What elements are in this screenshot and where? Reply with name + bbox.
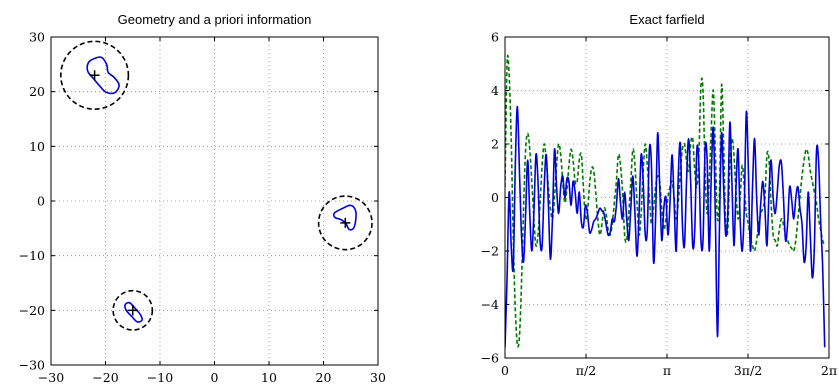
center-marker-2 xyxy=(340,217,351,228)
farfield-ytick-label: 4 xyxy=(491,83,499,98)
obstacle-curve-2 xyxy=(332,204,357,231)
geometry-xtick-label: −10 xyxy=(147,370,173,385)
farfield-ytick-label: −2 xyxy=(481,244,499,259)
farfield-series-1 xyxy=(505,105,826,348)
geometry-plot-area xyxy=(60,40,373,331)
geometry-panel: Geometry and a priori information −30 −20… xyxy=(19,12,386,385)
farfield-xtick-label: 3π/2 xyxy=(734,363,762,378)
geometry-xtick-label: 10 xyxy=(261,370,277,385)
geometry-ytick-label: −10 xyxy=(19,248,45,263)
geometry-xtick-label: −30 xyxy=(38,370,64,385)
geometry-ytick-label: −30 xyxy=(19,358,45,373)
farfield-xtick-label: π/2 xyxy=(576,363,596,378)
farfield-ticks: 0 π/2 π 3π/2 2π −6 −4 −2 0 2 4 6 xyxy=(481,30,838,379)
geometry-xtick-label: 30 xyxy=(370,370,386,385)
farfield-ytick-label: −6 xyxy=(481,351,499,366)
farfield-ytick-label: 2 xyxy=(491,137,499,152)
obstacle-curve-1 xyxy=(86,56,120,95)
farfield-xtick-label: π xyxy=(663,363,671,378)
prior-circle-2 xyxy=(317,195,373,251)
geometry-title: Geometry and a priori information xyxy=(118,12,312,27)
farfield-series-2 xyxy=(505,54,826,348)
geometry-ytick-label: 0 xyxy=(37,194,45,209)
farfield-title: Exact farfield xyxy=(629,12,704,27)
geometry-ytick-label: 10 xyxy=(29,139,45,154)
geometry-xtick-label: 20 xyxy=(316,370,332,385)
center-marker-3 xyxy=(127,305,138,316)
geometry-ytick-label: 30 xyxy=(29,30,45,45)
farfield-ytick-label: −4 xyxy=(481,297,499,312)
prior-circle-1 xyxy=(60,40,130,110)
farfield-plot-area xyxy=(505,54,826,348)
geometry-ytick-label: 20 xyxy=(29,84,45,99)
obstacle-curve-3 xyxy=(124,301,143,323)
geometry-grid xyxy=(51,37,378,365)
prior-circle-3 xyxy=(112,289,154,331)
geometry-ticks: −30 −20 −10 0 10 20 30 −30 −20 −10 0 10 20 30 xyxy=(19,30,386,386)
farfield-ytick-label: 6 xyxy=(491,30,499,45)
farfield-xtick-label: 0 xyxy=(501,363,509,378)
center-marker-1 xyxy=(89,70,100,81)
geometry-xtick-label: −20 xyxy=(92,370,118,385)
farfield-grid xyxy=(505,37,829,358)
farfield-xtick-label: 2π xyxy=(821,363,837,378)
geometry-xtick-label: 0 xyxy=(211,370,219,385)
farfield-panel: Exact farfield 0 π/2 π 3π/2 2π −6 −4 −2 0 2 4 6 xyxy=(481,12,838,378)
geometry-ytick-label: −20 xyxy=(19,303,45,318)
farfield-ytick-label: 0 xyxy=(491,190,499,205)
